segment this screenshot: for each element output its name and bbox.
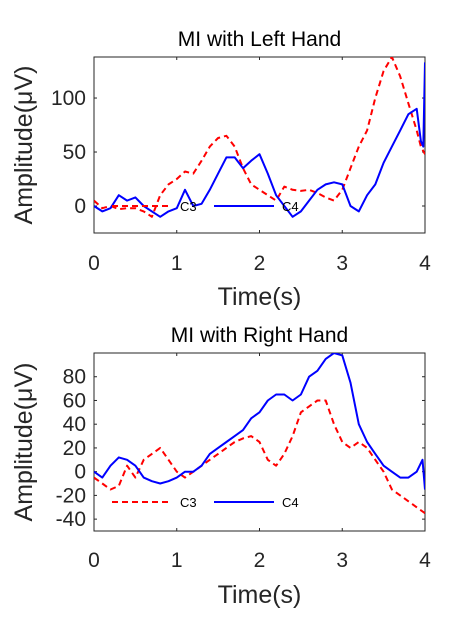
- legend-label-c4: C4: [282, 495, 299, 510]
- x-axis-label: Time(s): [218, 581, 302, 609]
- legend-label-c4: C4: [282, 199, 299, 214]
- chart-title: MI with Left Hand: [178, 28, 341, 51]
- y-axis-label: Amplitude(μV): [10, 66, 38, 225]
- y-tick-label: 60: [63, 389, 86, 412]
- y-tick-label: -20: [56, 484, 86, 507]
- series-line-c3: [94, 399, 425, 515]
- chart-panel-1: MI with Left Hand 0 1 2 3 4 0 50 100 Time(s) Ampli…: [10, 28, 431, 311]
- series-line-c3: [94, 57, 425, 218]
- y-tick-label: 0: [74, 195, 86, 218]
- series-group: [94, 353, 425, 515]
- x-tick-label: 4: [419, 549, 431, 572]
- x-tick-label: 3: [336, 252, 348, 275]
- y-tick-label: 20: [63, 437, 86, 460]
- y-tick-label: -40: [56, 508, 86, 531]
- series-line-c4: [94, 353, 425, 490]
- y-tick-label: 0: [74, 461, 86, 484]
- plot-area: [93, 56, 426, 234]
- y-tick-label: 80: [63, 366, 86, 389]
- x-tick-label: 3: [336, 549, 348, 572]
- x-tick-label: 2: [254, 549, 266, 572]
- x-axis-label: Time(s): [218, 283, 302, 311]
- series-line-c4: [94, 62, 425, 218]
- legend: C3 C4: [112, 495, 299, 510]
- legend: C3 C4: [112, 199, 299, 214]
- x-tick-label: 1: [171, 252, 183, 275]
- y-tick-label: 50: [63, 141, 86, 164]
- x-tick-label: 0: [88, 549, 100, 572]
- legend-label-c3: C3: [180, 199, 197, 214]
- series-group: [94, 57, 425, 218]
- legend-label-c3: C3: [180, 495, 197, 510]
- x-tick-label: 0: [88, 252, 100, 275]
- y-tick-label: 100: [51, 87, 86, 110]
- chart-title: MI with Right Hand: [171, 324, 348, 347]
- x-tick-label: 4: [419, 252, 431, 275]
- y-axis-label: Amplitude(μV): [10, 363, 38, 522]
- x-tick-label: 2: [254, 252, 266, 275]
- x-tick-label: 1: [171, 549, 183, 572]
- y-tick-label: 40: [63, 413, 86, 436]
